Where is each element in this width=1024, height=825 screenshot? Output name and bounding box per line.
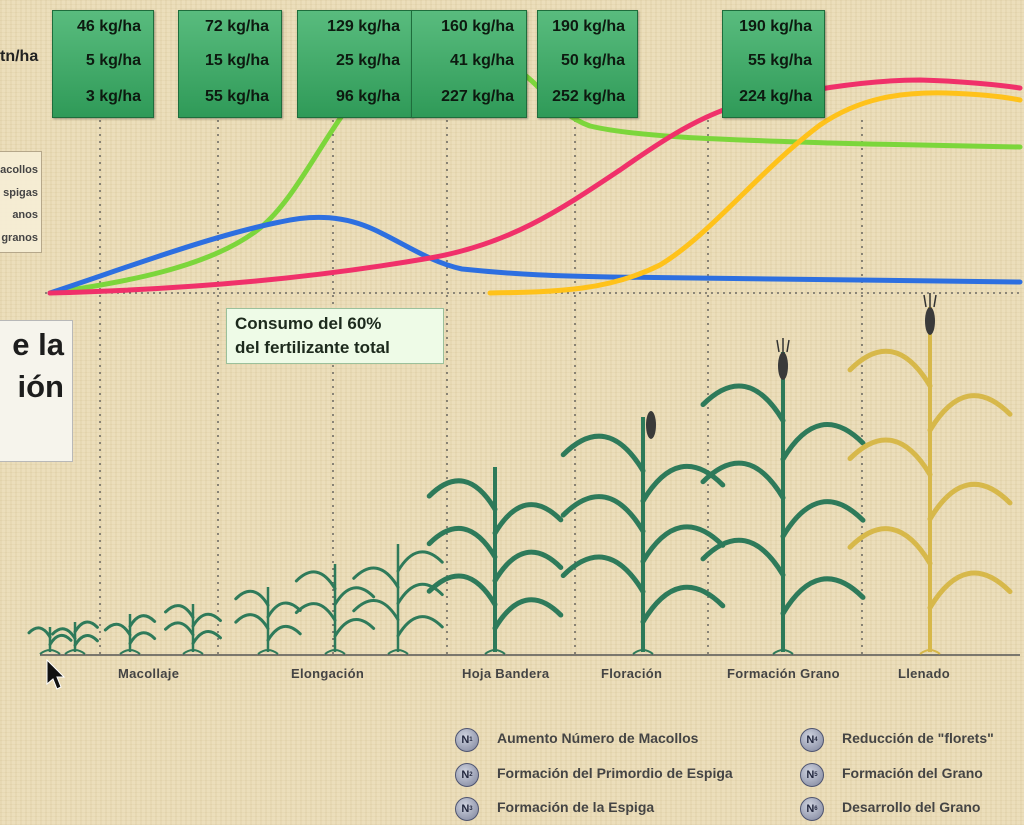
plant-drawing	[700, 338, 866, 655]
stage-divider-lines	[99, 120, 863, 655]
stage-label-llenado: Llenado	[898, 666, 950, 681]
fertilizer-consumption-note: Consumo del 60% del fertilizante total	[226, 308, 444, 364]
stage-label-formacion-grano: Formación Grano	[727, 666, 840, 681]
kg-value: 46 kg/ha	[76, 18, 141, 35]
title-line: ión	[17, 369, 65, 404]
n-icon-letter: N	[806, 734, 815, 746]
kg-value: 96 kg/ha	[335, 88, 400, 105]
curve-red	[47, 77, 1023, 296]
mouse-cursor-icon	[46, 658, 66, 690]
plant-drawing	[294, 564, 376, 655]
stage-label-elongacion: Elongación	[291, 666, 365, 681]
plant-drawing	[560, 411, 726, 655]
n-icon-letter: N	[461, 803, 470, 815]
plant-drawing	[51, 620, 99, 655]
kg-value: 190 kg/ha	[552, 18, 625, 35]
n-icon-letter: N	[461, 769, 470, 781]
n-icon-subscript: 2	[469, 772, 473, 778]
legend-left-item: anos	[12, 209, 38, 221]
curve-blue	[47, 214, 1023, 296]
kg-box: 129 kg/ha 25 kg/ha 96 kg/ha	[297, 10, 413, 118]
legend-left-item: spigas	[3, 187, 38, 199]
kg-box: 190 kg/ha 55 kg/ha 224 kg/ha	[722, 10, 825, 118]
kg-value: 224 kg/ha	[739, 88, 812, 105]
kg-value: 41 kg/ha	[449, 52, 514, 69]
plant-drawing	[27, 626, 73, 655]
plant-drawing	[164, 604, 222, 655]
kg-box: 72 kg/ha 15 kg/ha 55 kg/ha	[178, 10, 282, 118]
plant-drawing	[426, 467, 564, 655]
n-icon-subscript: 6	[814, 806, 818, 812]
plant-drawing	[352, 544, 444, 655]
n-icon-subscript: 5	[814, 772, 818, 778]
legend-label: Formación del Primordio de Espiga	[497, 765, 733, 781]
kg-value: 55 kg/ha	[204, 88, 269, 105]
n-icon-subscript: 4	[814, 737, 818, 743]
stage-label-macollaje: Macollaje	[118, 666, 180, 681]
kg-box: 46 kg/ha 5 kg/ha 3 kg/ha	[52, 10, 154, 118]
consumo-line: Consumo del 60%	[235, 314, 382, 333]
unit-label: tn/ha	[0, 48, 39, 65]
kg-value: 5 kg/ha	[85, 52, 141, 69]
kg-value: 50 kg/ha	[560, 52, 625, 69]
n-icon-letter: N	[806, 769, 815, 781]
n-icon-letter: N	[461, 734, 470, 746]
kg-value: 3 kg/ha	[85, 88, 141, 105]
n-icon-subscript: 3	[469, 806, 473, 812]
legend-label: Reducción de "florets"	[842, 730, 994, 746]
kg-box: 190 kg/ha 50 kg/ha 252 kg/ha	[537, 10, 638, 118]
kg-value: 227 kg/ha	[441, 88, 514, 105]
plant-drawing	[234, 587, 302, 655]
legend-label: Desarrollo del Grano	[842, 799, 981, 815]
curve-legend-left: acollos spigas anos granos	[0, 151, 42, 253]
kg-box: 160 kg/ha 41 kg/ha 227 kg/ha	[411, 10, 527, 118]
title-line: e la	[12, 327, 64, 362]
plant-drawing	[103, 614, 157, 655]
plant-illustrations	[27, 293, 1013, 655]
legend-label: Formación de la Espiga	[497, 799, 655, 815]
kg-value: 160 kg/ha	[441, 18, 514, 35]
kg-value: 72 kg/ha	[204, 18, 269, 35]
curve-yellow	[487, 90, 1023, 296]
kg-value: 15 kg/ha	[204, 52, 269, 69]
title-box: e la ión	[0, 320, 73, 462]
n-icon-letter: N	[806, 803, 815, 815]
legend-left-item: granos	[1, 232, 38, 244]
kg-value: 129 kg/ha	[327, 18, 400, 35]
kg-value: 25 kg/ha	[335, 52, 400, 69]
legend-label: Aumento Número de Macollos	[497, 730, 699, 746]
plant-drawing	[847, 293, 1013, 655]
stage-label-floracion: Floración	[601, 666, 663, 681]
stage-label-hoja-bandera: Hoja Bandera	[462, 666, 550, 681]
consumo-line: del fertilizante total	[235, 338, 390, 357]
legend-label: Formación del Grano	[842, 765, 983, 781]
n-icon-subscript: 1	[469, 737, 473, 743]
kg-value: 190 kg/ha	[739, 18, 812, 35]
kg-value: 252 kg/ha	[552, 88, 625, 105]
kg-value: 55 kg/ha	[747, 52, 812, 69]
legend-left-item: acollos	[0, 164, 38, 176]
